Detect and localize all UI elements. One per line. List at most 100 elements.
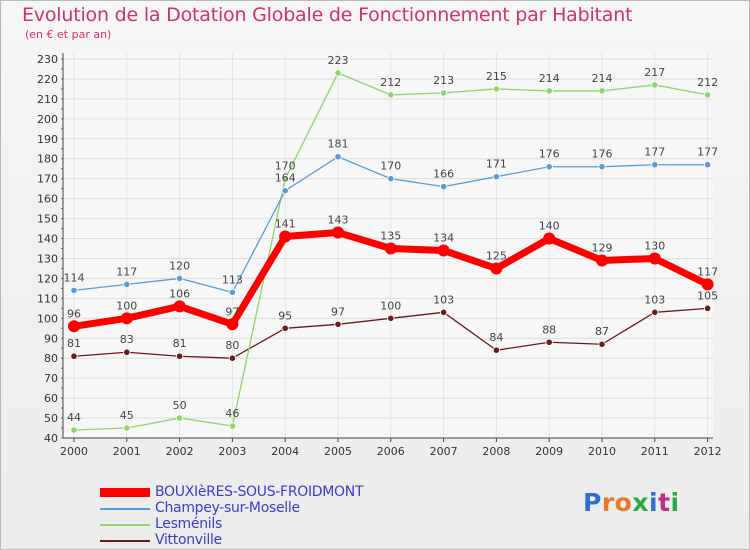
data-label: 103 bbox=[644, 293, 665, 306]
data-point bbox=[492, 173, 500, 181]
y-tick-label: 70 bbox=[44, 372, 58, 385]
x-tick-label: 2007 bbox=[430, 445, 458, 458]
data-point bbox=[387, 314, 395, 322]
data-label: 223 bbox=[328, 54, 349, 67]
data-point bbox=[173, 300, 186, 313]
y-tick-label: 110 bbox=[37, 292, 58, 305]
data-point bbox=[70, 286, 78, 294]
data-point bbox=[123, 424, 131, 432]
data-label: 46 bbox=[225, 407, 239, 420]
x-tick-label: 2004 bbox=[271, 445, 299, 458]
logo-letter: t bbox=[658, 488, 671, 517]
data-point bbox=[332, 226, 344, 239]
logo-letter: o bbox=[614, 488, 633, 517]
data-point bbox=[648, 252, 661, 265]
y-tick-label: 80 bbox=[44, 352, 58, 365]
data-point bbox=[70, 426, 78, 434]
data-label: 50 bbox=[173, 399, 187, 412]
data-label: 166 bbox=[433, 168, 454, 181]
x-tick-label: 2012 bbox=[694, 445, 722, 458]
y-tick-label: 200 bbox=[37, 113, 58, 126]
proxiti-logo: Proxiti bbox=[583, 488, 680, 517]
data-point bbox=[651, 161, 659, 169]
data-point bbox=[492, 346, 500, 354]
data-point bbox=[387, 175, 395, 183]
data-label: 120 bbox=[169, 259, 190, 272]
data-point bbox=[703, 304, 712, 312]
data-point bbox=[176, 414, 184, 422]
data-point bbox=[490, 262, 503, 275]
data-label: 84 bbox=[489, 331, 503, 344]
data-label: 141 bbox=[275, 218, 296, 231]
x-tick-label: 2002 bbox=[166, 445, 194, 458]
data-label: 97 bbox=[331, 305, 345, 318]
legend-swatch-lesmenils bbox=[100, 524, 150, 526]
data-label: 117 bbox=[116, 265, 137, 278]
x-tick-label: 2003 bbox=[218, 445, 246, 458]
data-point bbox=[651, 308, 659, 316]
data-label: 100 bbox=[116, 299, 137, 312]
data-label: 130 bbox=[644, 239, 665, 252]
data-point bbox=[68, 320, 80, 333]
data-label: 81 bbox=[173, 337, 187, 350]
data-label: 217 bbox=[644, 66, 665, 79]
chart-subtitle: (en € et par an) bbox=[25, 28, 112, 41]
data-point bbox=[703, 91, 712, 99]
y-tick-label: 220 bbox=[37, 73, 58, 86]
data-point bbox=[545, 87, 553, 95]
data-point bbox=[651, 81, 659, 89]
data-label: 143 bbox=[328, 214, 349, 227]
data-label: 212 bbox=[380, 76, 401, 89]
y-tick-label: 40 bbox=[44, 432, 58, 445]
x-tick-label: 2011 bbox=[641, 445, 669, 458]
data-point bbox=[439, 183, 448, 191]
data-label: 134 bbox=[433, 231, 454, 244]
logo-letter: i bbox=[649, 488, 659, 517]
data-point bbox=[281, 175, 289, 183]
x-tick-label: 2009 bbox=[535, 445, 563, 458]
y-tick-label: 190 bbox=[37, 133, 58, 146]
data-label: 96 bbox=[67, 307, 81, 320]
data-point bbox=[703, 161, 712, 169]
data-label: 117 bbox=[697, 265, 718, 278]
data-label: 81 bbox=[67, 337, 81, 350]
data-point bbox=[123, 280, 131, 289]
data-point bbox=[598, 87, 606, 95]
data-label: 129 bbox=[592, 241, 613, 254]
data-point bbox=[176, 352, 184, 360]
y-tick-label: 120 bbox=[37, 272, 58, 285]
data-point bbox=[334, 69, 342, 77]
y-tick-label: 60 bbox=[44, 392, 58, 405]
data-point bbox=[387, 91, 395, 99]
data-label: 103 bbox=[433, 293, 454, 306]
data-point bbox=[70, 352, 78, 360]
data-label: 164 bbox=[275, 172, 296, 185]
x-tick-label: 2001 bbox=[113, 445, 141, 458]
data-point bbox=[384, 242, 397, 255]
data-label: 177 bbox=[697, 146, 718, 159]
data-label: 213 bbox=[433, 74, 454, 87]
y-tick-label: 180 bbox=[37, 153, 58, 166]
data-label: 214 bbox=[592, 72, 613, 85]
data-point bbox=[492, 85, 500, 93]
data-point bbox=[543, 232, 556, 245]
y-tick-label: 170 bbox=[37, 173, 58, 186]
data-point bbox=[545, 338, 553, 346]
data-label: 212 bbox=[697, 76, 718, 89]
data-label: 44 bbox=[67, 411, 81, 424]
data-point bbox=[281, 324, 289, 332]
data-point bbox=[439, 89, 448, 97]
data-point bbox=[596, 254, 608, 267]
data-label: 114 bbox=[64, 271, 85, 284]
x-tick-label: 2000 bbox=[60, 445, 88, 458]
data-label: 176 bbox=[539, 148, 560, 161]
data-point bbox=[176, 274, 184, 283]
y-tick-label: 90 bbox=[44, 332, 58, 345]
x-tick-label: 2006 bbox=[377, 445, 405, 458]
data-label: 171 bbox=[486, 158, 507, 171]
data-point bbox=[334, 320, 342, 328]
data-label: 214 bbox=[539, 72, 560, 85]
legend-swatch-champey bbox=[100, 508, 150, 510]
data-label: 106 bbox=[169, 287, 190, 300]
